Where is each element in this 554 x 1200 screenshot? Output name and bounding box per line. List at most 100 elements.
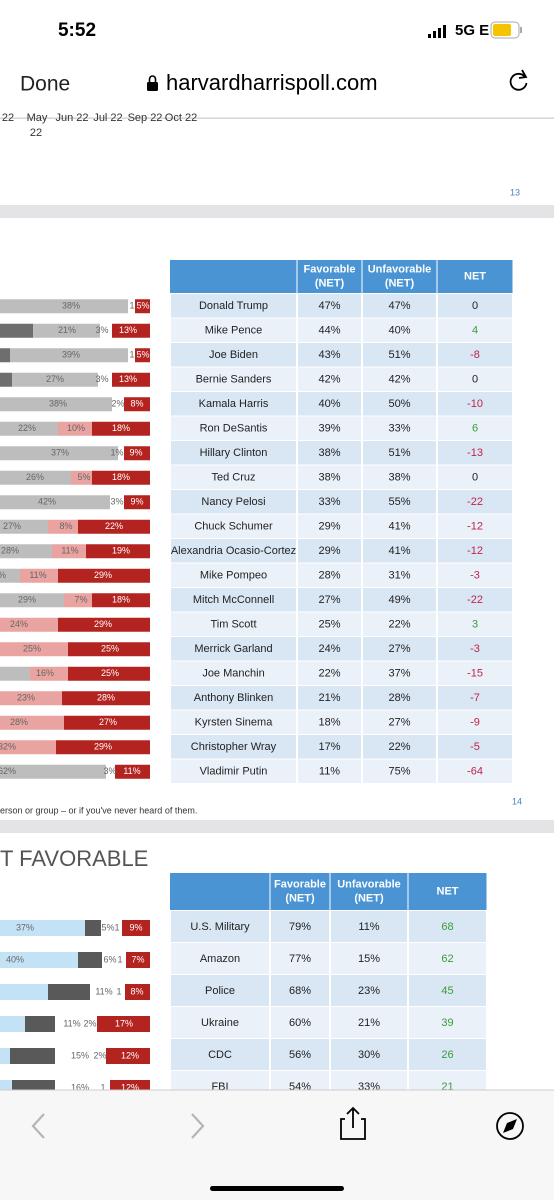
bar-segment xyxy=(124,495,150,510)
cell-value: 3 xyxy=(472,619,478,631)
table-cell xyxy=(438,441,512,465)
table-cell xyxy=(363,710,436,734)
table-cell xyxy=(438,588,512,612)
row-label: Ron DeSantis xyxy=(200,423,268,435)
bar-label: 24% xyxy=(10,619,28,629)
done-button[interactable]: Done xyxy=(20,73,70,96)
bar-label: 7% xyxy=(74,595,87,605)
cell-value: 27% xyxy=(388,643,410,655)
row-label: Mike Pompeo xyxy=(200,570,267,582)
cell-value: 33% xyxy=(388,423,410,435)
table-cell xyxy=(363,392,436,416)
forward-button[interactable] xyxy=(191,1113,205,1139)
bar-label: 15% xyxy=(71,1050,89,1060)
table-cell xyxy=(438,490,512,514)
battery-icon xyxy=(490,21,522,39)
table-cell xyxy=(171,759,296,783)
row-label: Donald Trump xyxy=(199,300,268,312)
cell-value: 22% xyxy=(318,668,340,680)
table-cell xyxy=(171,1039,269,1070)
cell-value: 24% xyxy=(318,643,340,655)
row-label: Merrick Garland xyxy=(194,643,272,655)
back-button[interactable] xyxy=(31,1113,45,1139)
table-cell xyxy=(171,735,296,759)
bar-label: 11% xyxy=(95,986,112,996)
table-cell xyxy=(171,465,296,489)
table-cell xyxy=(331,1007,407,1038)
bar-segment xyxy=(112,372,150,387)
cell-value: 44% xyxy=(318,325,340,337)
bar-label: 1 xyxy=(117,954,122,964)
bar-segment xyxy=(0,593,64,608)
row-label: Kamala Harris xyxy=(199,398,269,410)
bar-label: 2% xyxy=(111,399,124,409)
table-cell xyxy=(363,318,436,342)
table-cell xyxy=(171,710,296,734)
share-button[interactable] xyxy=(340,1106,366,1140)
cell-value: -13 xyxy=(467,447,483,459)
cell-value: 0 xyxy=(472,472,478,484)
table-cell xyxy=(438,735,512,759)
bar-label: 19% xyxy=(112,546,130,556)
bar-label: 28% xyxy=(97,693,115,703)
column-header: (NET) xyxy=(315,277,345,289)
table-cell xyxy=(271,911,329,942)
bar-label: 38% xyxy=(62,301,80,311)
cell-value: 62 xyxy=(441,953,453,965)
table-cell xyxy=(363,490,436,514)
row-label: Amazon xyxy=(200,953,240,965)
bar-segment xyxy=(68,666,150,681)
footnote: erson or group – or if you've never hear… xyxy=(0,805,197,815)
bar-label: 13% xyxy=(119,325,137,335)
row-label: Christopher Wray xyxy=(191,741,277,753)
cell-value: 43% xyxy=(318,349,340,361)
signal-icon xyxy=(428,25,446,38)
url[interactable]: harvardharrispoll.com xyxy=(166,70,378,95)
lock-icon xyxy=(147,75,158,91)
bar-segment xyxy=(48,519,78,534)
bar-label: 11% xyxy=(63,1018,80,1028)
cell-value: -22 xyxy=(467,496,483,508)
compass-button[interactable] xyxy=(496,1112,524,1140)
row-label: Mike Pence xyxy=(205,325,262,337)
bar-label: 29% xyxy=(94,742,112,752)
table-cell xyxy=(363,367,436,391)
table-cell xyxy=(363,588,436,612)
table-cell xyxy=(298,294,361,318)
bar-segment xyxy=(0,1048,10,1064)
cell-value: 23% xyxy=(358,985,380,997)
cell-value: 11% xyxy=(319,766,340,778)
bar-segment xyxy=(78,952,102,968)
cell-value: 68% xyxy=(289,985,311,997)
bar-label: 21% xyxy=(58,325,76,335)
row-label: Tim Scott xyxy=(210,619,256,631)
column-header: Unfavorable xyxy=(368,263,432,275)
bar-segment xyxy=(0,348,10,363)
bar-segment xyxy=(0,299,128,314)
bar-label: 27% xyxy=(46,374,64,384)
cell-value: 42% xyxy=(388,374,410,386)
bar-segment xyxy=(0,495,110,510)
bar-label: 1 xyxy=(116,986,121,996)
bar-label: 18% xyxy=(112,472,130,482)
column-header: Favorable xyxy=(274,878,326,890)
table-cell xyxy=(171,588,296,612)
toolbar xyxy=(0,1090,554,1200)
table-header xyxy=(170,873,270,910)
bar-segment xyxy=(125,984,150,1000)
table-cell xyxy=(438,392,512,416)
table-cell xyxy=(363,759,436,783)
row-label: Alexandria Ocasio-Cortez xyxy=(171,545,296,557)
cell-value: -22 xyxy=(467,594,483,606)
cell-value: 77% xyxy=(289,953,311,965)
bar-label: 25% xyxy=(101,668,119,678)
bar-segment xyxy=(10,348,128,363)
cell-value: -3 xyxy=(470,643,480,655)
reload-button[interactable] xyxy=(509,69,528,91)
axis-label: 22 xyxy=(2,112,14,124)
table-cell xyxy=(363,514,436,538)
row-label: Police xyxy=(205,985,235,997)
table-cell xyxy=(438,416,512,440)
bar-segment xyxy=(122,920,150,936)
table-cell xyxy=(298,710,361,734)
